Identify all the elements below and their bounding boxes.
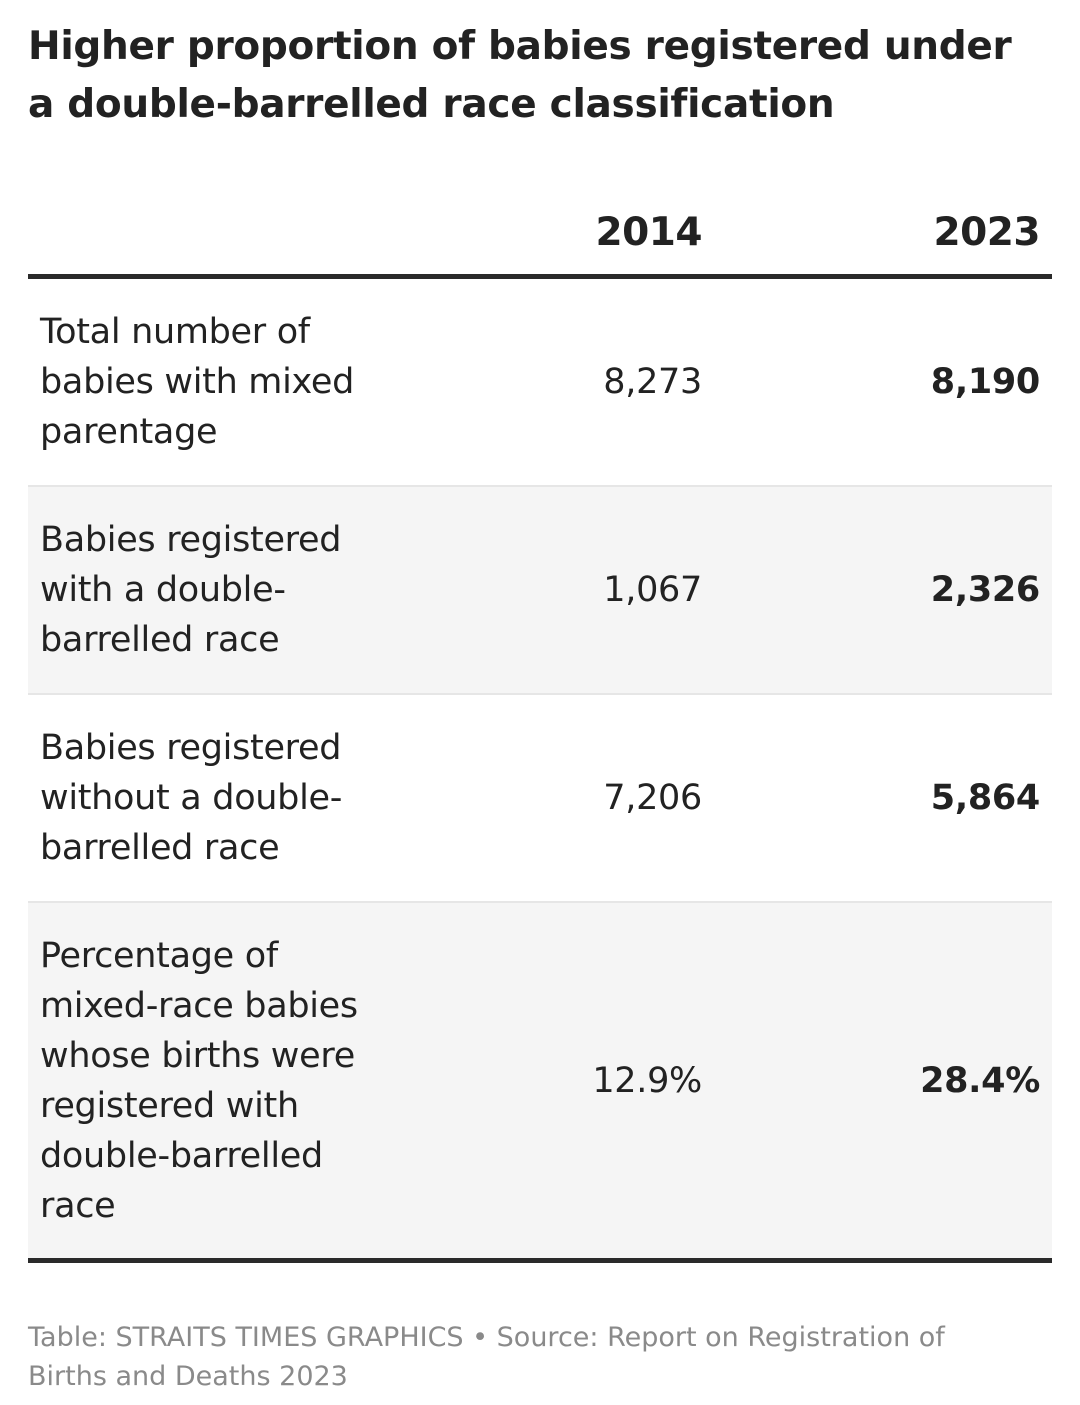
data-table-container: 2014 2023 Total number of babies with mi… [28, 190, 1052, 1263]
cell-2014: 12.9% [498, 902, 714, 1263]
cell-2023: 28.4% [714, 902, 1052, 1263]
row-label-text: Babies registered without a double-barre… [40, 728, 343, 868]
column-header-2014: 2014 [498, 190, 714, 279]
table-row-with-double-barrelled: Babies registered with a double-barrelle… [28, 486, 1052, 695]
table-row-total-mixed-parentage: Total number of babies with mixed parent… [28, 276, 1052, 487]
cell-2023: 2,326 [714, 486, 1052, 695]
cell-2014: 8,273 [498, 276, 714, 487]
column-header-label [28, 190, 498, 279]
table-row-percentage: Percentage of mixed-race babies whose bi… [28, 902, 1052, 1263]
table-title: Higher proportion of babies registered u… [28, 24, 1012, 127]
row-label: Babies registered without a double-barre… [28, 694, 498, 903]
table-header-row: 2014 2023 [28, 190, 1052, 279]
source-footer: Table: STRAITS TIMES GRAPHICS • Source: … [28, 1322, 945, 1392]
cell-2014: 1,067 [498, 486, 714, 695]
row-label: Total number of babies with mixed parent… [28, 276, 498, 487]
cell-2014: 7,206 [498, 694, 714, 903]
cell-2023: 8,190 [714, 276, 1052, 487]
row-label-text: Babies registered with a double-barrelle… [40, 520, 342, 660]
row-label-text: Total number of babies with mixed parent… [40, 312, 354, 452]
data-table: 2014 2023 Total number of babies with mi… [28, 190, 1052, 1263]
table-row-without-double-barrelled: Babies registered without a double-barre… [28, 694, 1052, 903]
row-label: Percentage of mixed-race babies whose bi… [28, 902, 498, 1263]
row-label-text: Percentage of mixed-race babies whose bi… [40, 935, 358, 1226]
row-label: Babies registered with a double-barrelle… [28, 486, 498, 695]
column-header-2023: 2023 [714, 190, 1052, 279]
cell-2023: 5,864 [714, 694, 1052, 903]
